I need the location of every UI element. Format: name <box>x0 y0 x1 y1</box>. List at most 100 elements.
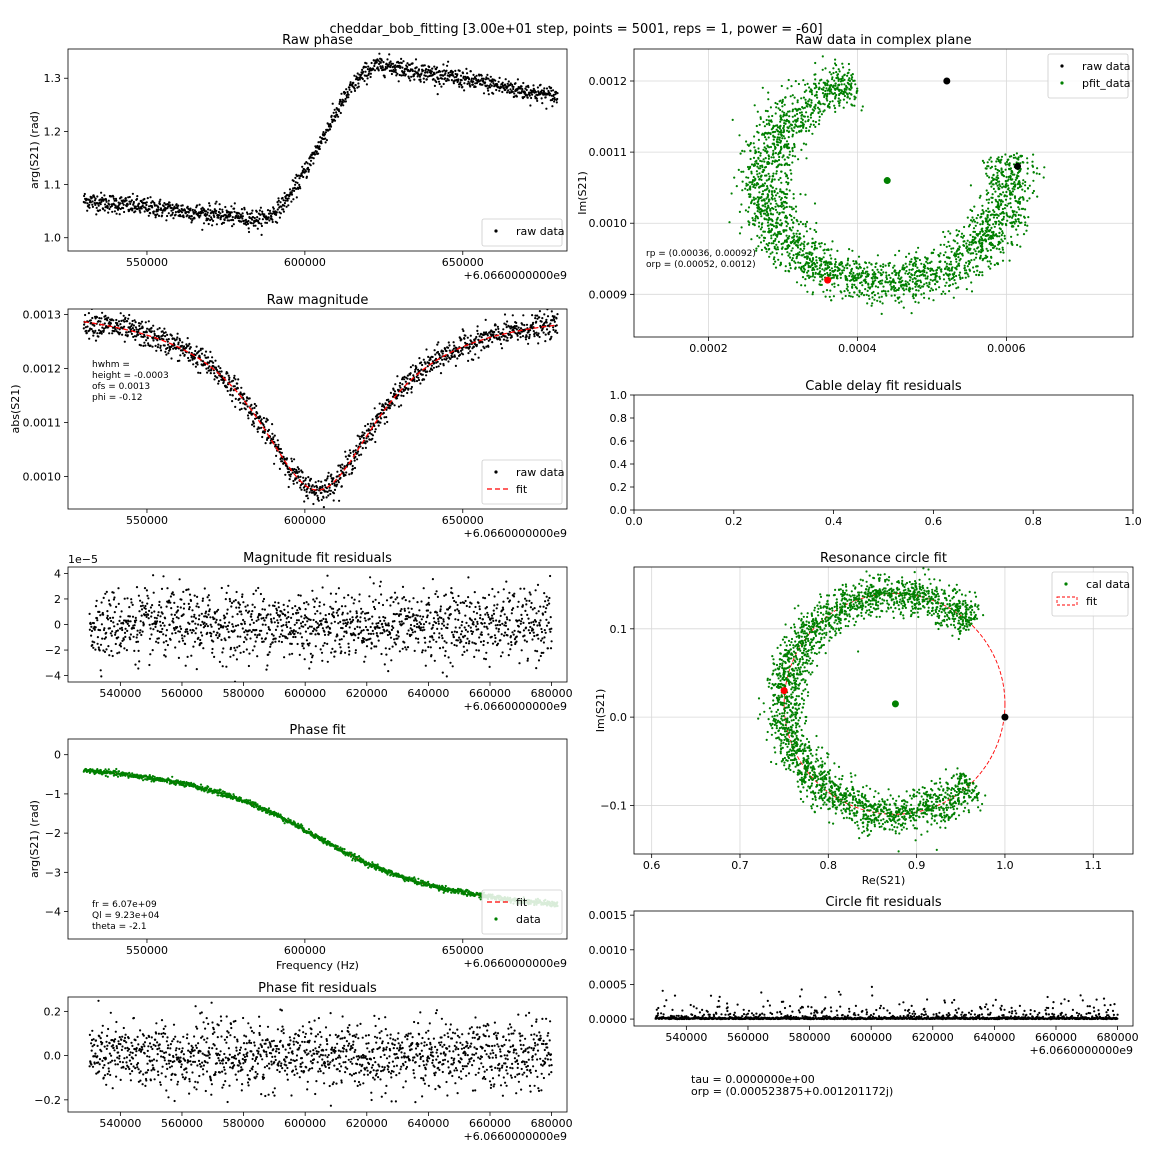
data-point <box>338 102 341 105</box>
data-point <box>253 425 256 428</box>
data-point <box>238 397 241 400</box>
data-point <box>265 668 268 671</box>
data-point <box>163 624 166 627</box>
data-point <box>483 338 486 341</box>
data-point <box>385 408 388 411</box>
data-point <box>296 609 299 612</box>
data-point <box>238 603 242 606</box>
data-point <box>289 642 292 645</box>
data-point <box>169 348 172 351</box>
data-point <box>91 643 94 647</box>
data-point <box>139 605 143 608</box>
data-point <box>347 594 350 597</box>
data-point <box>270 633 274 636</box>
data-point <box>147 342 150 345</box>
data-point <box>101 311 104 314</box>
data-point <box>196 595 199 599</box>
data-point <box>366 440 369 443</box>
data-point <box>408 600 411 603</box>
data-point <box>150 330 153 333</box>
data-point <box>363 65 366 68</box>
data-point <box>102 329 105 332</box>
data-point <box>197 618 201 621</box>
data-point <box>415 619 418 622</box>
data-point <box>114 642 117 646</box>
data-point <box>332 616 336 619</box>
data-point <box>233 202 236 205</box>
data-point <box>433 632 436 635</box>
data-point <box>482 643 485 647</box>
data-point <box>487 616 490 619</box>
data-point <box>433 65 436 68</box>
data-point <box>153 616 156 619</box>
data-point <box>475 625 478 628</box>
data-point <box>438 70 442 73</box>
data-point <box>502 338 506 341</box>
data-point <box>112 621 115 624</box>
data-point <box>313 490 316 493</box>
data-point <box>274 637 277 640</box>
data-point <box>391 62 395 65</box>
data-point <box>338 110 341 113</box>
data-point <box>224 598 227 601</box>
data-point <box>196 361 199 364</box>
data-point <box>312 598 315 601</box>
data-point <box>307 476 310 479</box>
data-point <box>103 209 106 212</box>
data-point <box>368 595 371 598</box>
data-point <box>258 209 261 212</box>
data-point <box>493 330 496 334</box>
data-point <box>527 629 530 632</box>
data-point <box>506 320 509 323</box>
data-point <box>321 485 324 488</box>
data-point <box>94 339 98 342</box>
data-point <box>314 481 317 484</box>
data-point <box>369 422 372 425</box>
data-point <box>549 647 553 650</box>
data-point <box>400 394 403 397</box>
data-point <box>104 774 107 778</box>
data-point <box>324 490 327 493</box>
data-point <box>241 627 244 630</box>
data-point <box>519 332 522 335</box>
data-point <box>217 623 220 626</box>
data-point <box>209 350 212 353</box>
data-point <box>219 218 222 221</box>
data-point <box>516 78 520 81</box>
data-point <box>439 362 442 365</box>
data-point <box>359 437 362 440</box>
data-point <box>100 675 103 678</box>
data-point <box>206 371 209 374</box>
data-point <box>441 77 444 80</box>
data-point <box>426 614 429 617</box>
data-point <box>320 142 323 145</box>
data-point <box>324 618 328 621</box>
data-point <box>329 492 332 496</box>
data-point <box>469 626 472 629</box>
data-point <box>98 317 101 320</box>
data-point <box>214 611 217 614</box>
data-point <box>287 468 290 471</box>
data-point <box>88 329 91 332</box>
data-point <box>394 598 397 601</box>
data-point <box>535 331 538 334</box>
data-point <box>494 324 497 327</box>
data-point <box>101 637 104 640</box>
data-point <box>398 613 401 616</box>
data-point <box>258 633 261 637</box>
data-point <box>479 332 483 335</box>
data-point <box>499 614 502 618</box>
data-point <box>425 374 428 377</box>
data-point <box>344 97 347 101</box>
data-point <box>141 604 144 607</box>
data-point <box>231 623 234 626</box>
data-point <box>282 603 285 607</box>
data-point <box>452 633 455 637</box>
data-point <box>252 224 255 227</box>
data-point <box>369 75 372 79</box>
data-point <box>330 473 333 476</box>
data-point <box>335 611 338 614</box>
data-point <box>477 601 480 605</box>
data-point <box>170 357 173 360</box>
data-point <box>373 645 376 648</box>
